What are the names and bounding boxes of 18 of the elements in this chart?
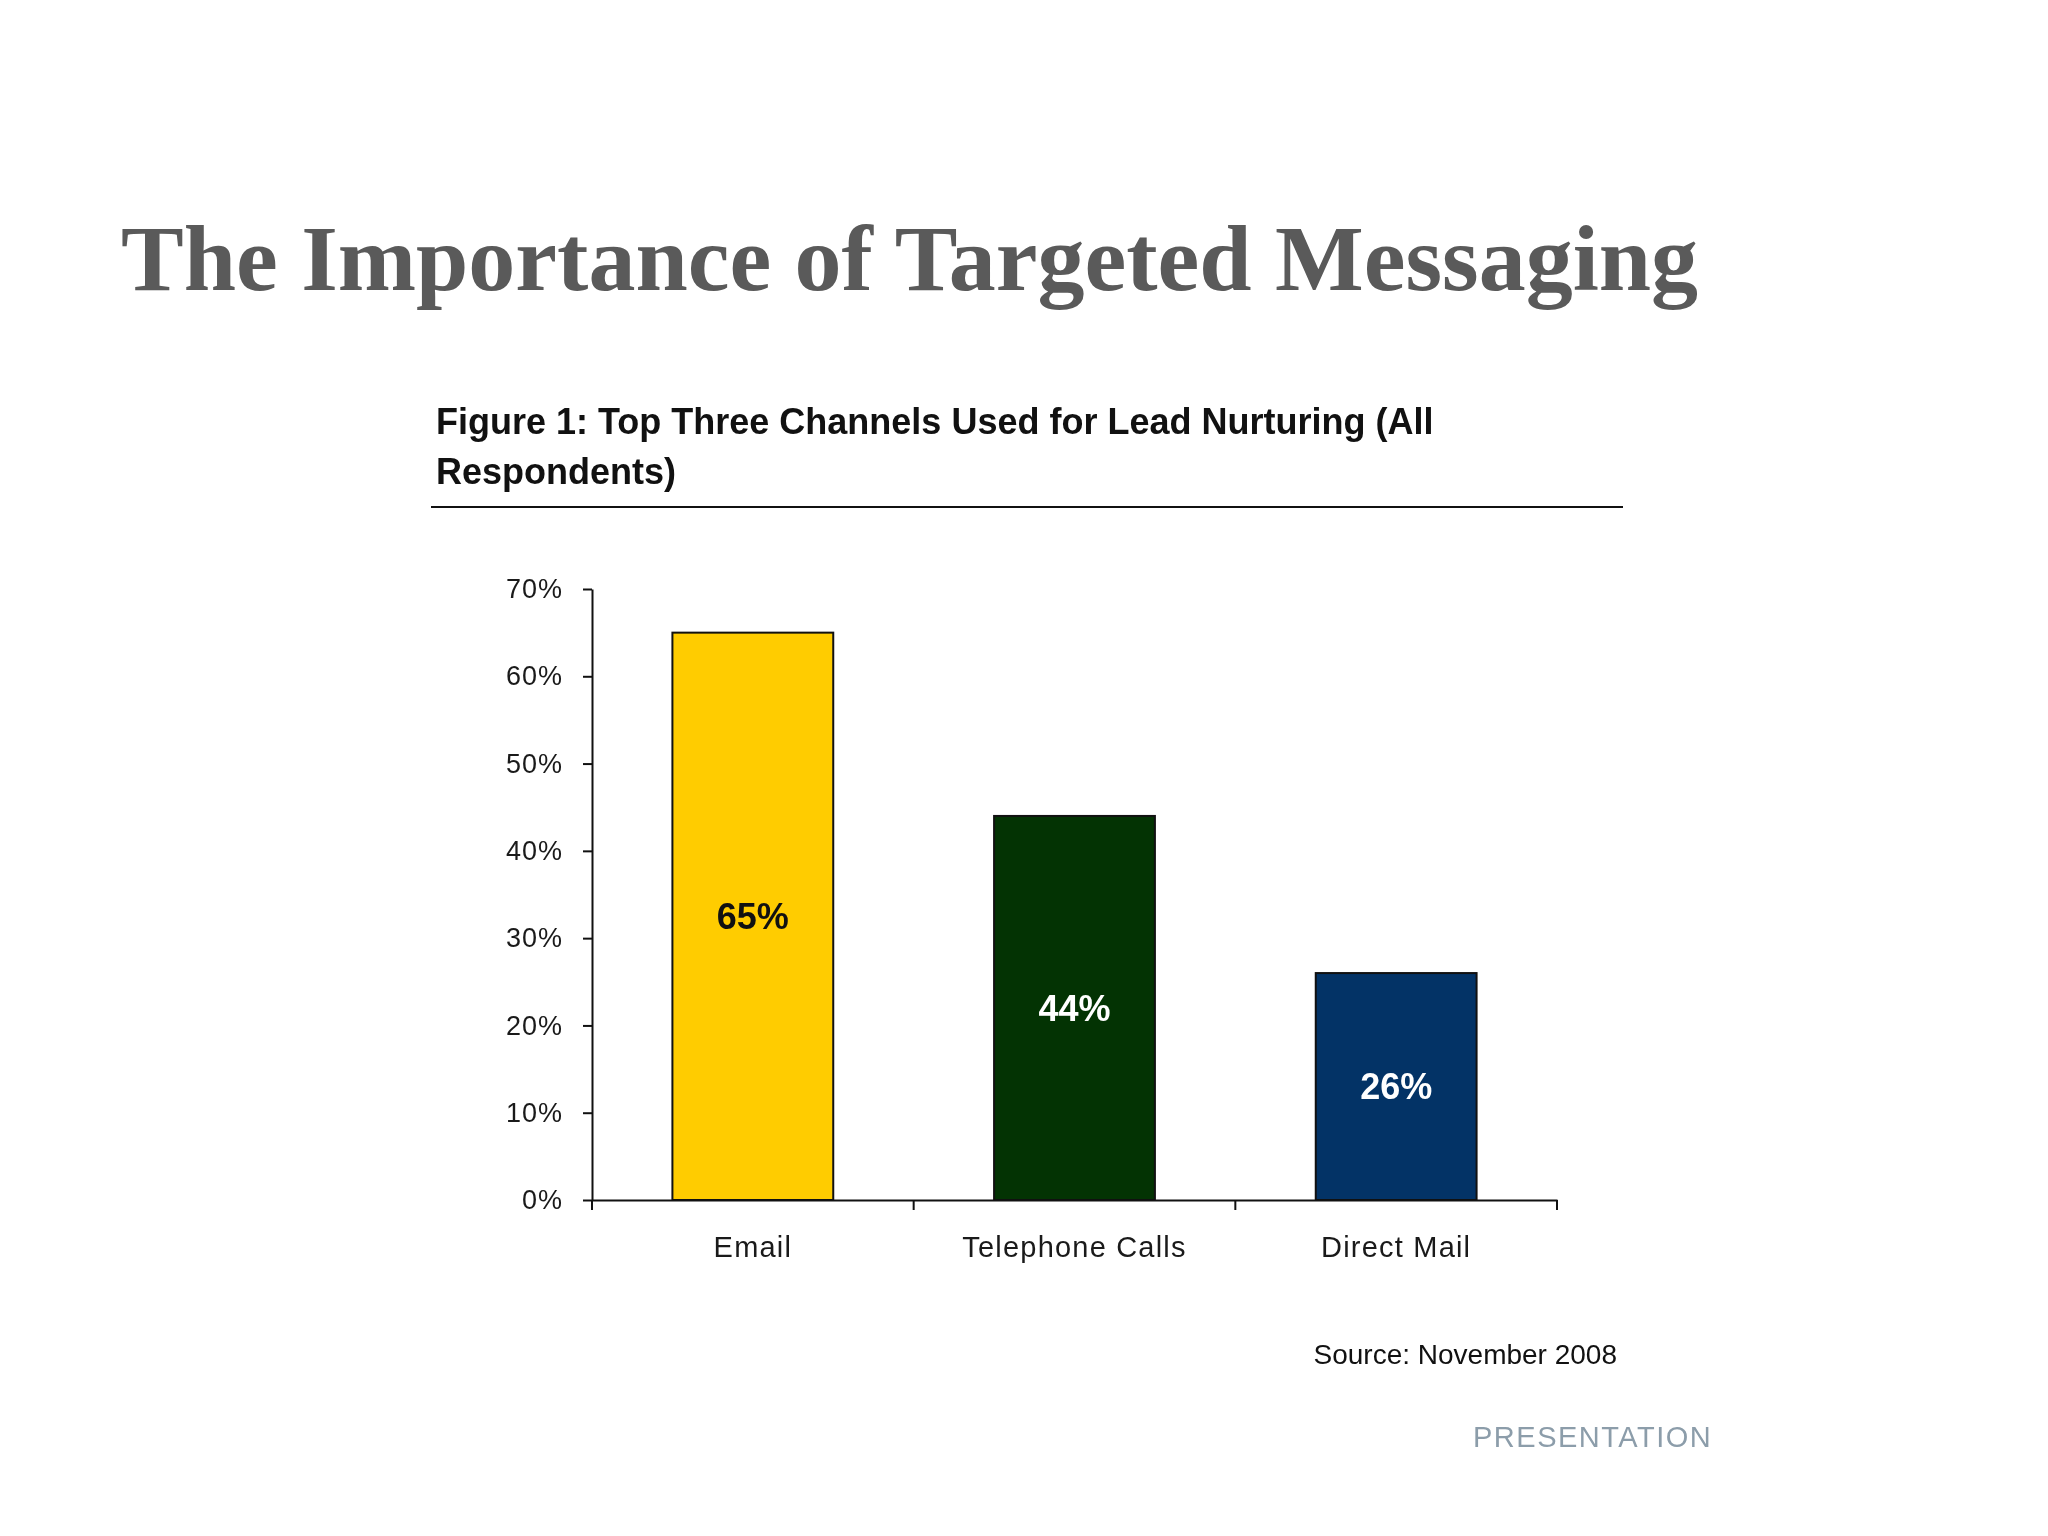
text: PRESENTATION (1473, 1421, 1713, 1453)
x-tick-label: Email (713, 1230, 793, 1263)
chart-title: The Importance of Targeted Messaging (121, 206, 1699, 310)
source-note: Source: November 2008 (1313, 1339, 1617, 1370)
chart-subtitle: Figure 1: Top Three Channels Used for Lead Nurturing (All Respondents) (436, 401, 1434, 492)
x-tick-label: Direct Mail (1321, 1230, 1472, 1263)
y-tick-label: 70% (505, 574, 563, 605)
y-tick-label: 0% (521, 1185, 563, 1216)
data-label: 26% (1360, 1066, 1433, 1108)
y-tick-label: 60% (505, 661, 563, 692)
data-label: 65% (716, 896, 789, 938)
y-tick-label: 20% (505, 1010, 563, 1041)
x-tick-label: Telephone Calls (962, 1230, 1187, 1263)
y-tick-label: 50% (505, 748, 563, 779)
y-tick-label: 10% (505, 1097, 563, 1128)
y-tick-label: 40% (505, 836, 563, 866)
data-label: 44% (1038, 987, 1111, 1029)
y-tick-label: 30% (505, 923, 563, 954)
